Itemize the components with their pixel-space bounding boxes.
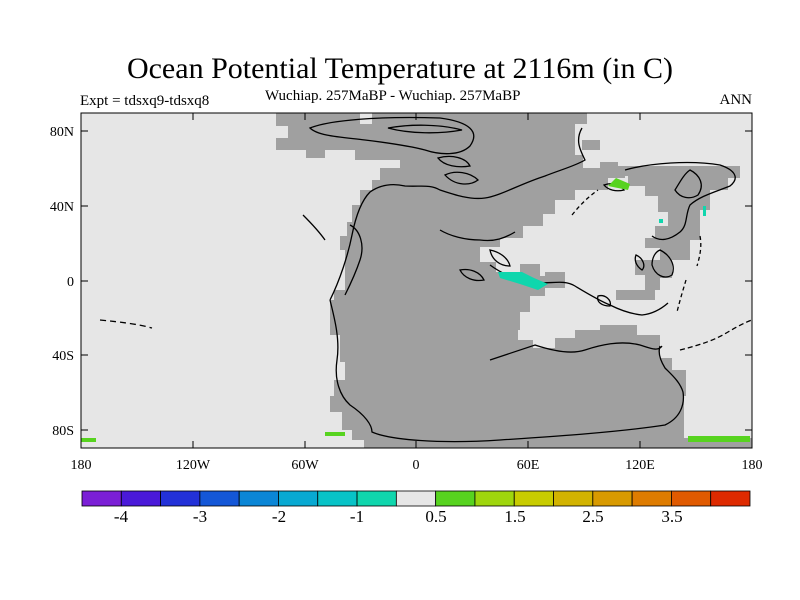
plot-title: Ocean Potential Temperature at 2116m (in…: [126, 52, 674, 85]
lon-label: 60W: [291, 458, 319, 473]
colorbar-box: [592, 490, 633, 507]
anomaly-tethys-cool: [498, 272, 548, 290]
colorbar-box: [81, 490, 122, 507]
colorbar-label: -2: [272, 507, 286, 526]
colorbar-box: [317, 490, 358, 507]
colorbar-label: 2.5: [582, 507, 603, 526]
colorbar-label: -4: [114, 507, 129, 526]
colorbar-box: [395, 490, 437, 507]
lat-label: 40S: [52, 349, 74, 364]
season-label: ANN: [719, 92, 753, 108]
colorbar-box: [238, 490, 279, 507]
colorbar-box: [710, 490, 751, 507]
colorbar-box: [199, 490, 240, 507]
lon-label: 120E: [625, 458, 655, 473]
lon-label: 180: [71, 458, 92, 473]
anomaly-southern-west: [325, 432, 345, 436]
colorbar-box: [278, 490, 319, 507]
colorbar-box: [474, 490, 515, 507]
colorbar-box: [513, 490, 554, 507]
colorbar-box: [553, 490, 594, 507]
anomaly-southern-far-west: [81, 438, 96, 442]
anomaly-east-small: [703, 206, 706, 216]
lon-label: 60E: [517, 458, 540, 473]
lat-label: 80N: [50, 125, 74, 140]
lon-label: 120W: [176, 458, 211, 473]
lat-label: 0: [67, 275, 74, 290]
lat-label: 40N: [50, 200, 74, 215]
lat-labels: 80N 40N 0 40S 80S: [50, 125, 74, 439]
lat-label: 80S: [52, 424, 74, 439]
colorbar-label: -1: [350, 507, 364, 526]
experiment-label: Expt = tdsxq9-tdsxq8: [80, 93, 210, 109]
anomaly-tethys-dot: [659, 219, 663, 223]
anomaly-north-cathaysia-warm: [608, 178, 630, 190]
axis-ticks: [80, 113, 753, 448]
colorbar-box: [160, 490, 201, 507]
colorbar-labels: -4 -3 -2 -1 0.5 1.5 2.5 3.5: [114, 507, 683, 526]
anomaly-patches: [81, 178, 750, 442]
colorbar-box: [435, 490, 476, 507]
lon-label: 0: [413, 458, 420, 473]
colorbar-box: [356, 490, 397, 507]
colorbar-label: 0.5: [425, 507, 446, 526]
colorbar: [81, 490, 751, 507]
colorbar-box: [671, 490, 712, 507]
colorbar-box: [631, 490, 672, 507]
lon-label: 180: [742, 458, 763, 473]
colorbar-box: [120, 490, 161, 507]
lon-labels: 180 120W 60W 0 60E 120E 180: [71, 458, 763, 473]
colorbar-label: -3: [193, 507, 207, 526]
anomaly-southern-east: [688, 436, 750, 442]
period-subtitle: Wuchiap. 257MaBP - Wuchiap. 257MaBP: [265, 88, 521, 104]
colorbar-label: 1.5: [504, 507, 525, 526]
colorbar-label: 3.5: [661, 507, 682, 526]
